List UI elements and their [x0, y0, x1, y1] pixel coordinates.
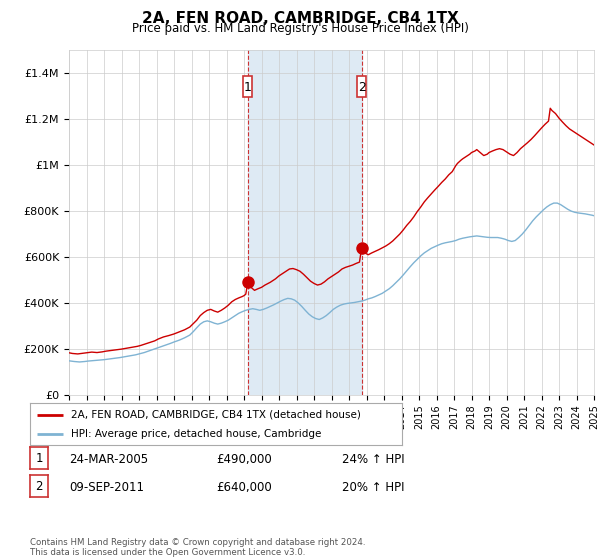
FancyBboxPatch shape — [244, 76, 252, 97]
Text: 24-MAR-2005: 24-MAR-2005 — [69, 452, 148, 466]
Bar — [248, 50, 362, 395]
Text: HPI: Average price, detached house, Cambridge: HPI: Average price, detached house, Camb… — [71, 429, 321, 439]
Text: 2A, FEN ROAD, CAMBRIDGE, CB4 1TX: 2A, FEN ROAD, CAMBRIDGE, CB4 1TX — [142, 11, 458, 26]
Text: 09-SEP-2011: 09-SEP-2011 — [69, 480, 144, 494]
Text: £640,000: £640,000 — [216, 480, 272, 494]
Text: 2A, FEN ROAD, CAMBRIDGE, CB4 1TX (detached house): 2A, FEN ROAD, CAMBRIDGE, CB4 1TX (detach… — [71, 409, 361, 419]
Text: 1: 1 — [244, 81, 252, 94]
Text: 20% ↑ HPI: 20% ↑ HPI — [342, 480, 404, 494]
Text: 2: 2 — [358, 81, 365, 94]
Text: 24% ↑ HPI: 24% ↑ HPI — [342, 452, 404, 466]
Text: 2: 2 — [35, 479, 43, 493]
Text: £490,000: £490,000 — [216, 452, 272, 466]
Text: Price paid vs. HM Land Registry's House Price Index (HPI): Price paid vs. HM Land Registry's House … — [131, 22, 469, 35]
FancyBboxPatch shape — [357, 76, 366, 97]
Text: 1: 1 — [35, 451, 43, 465]
Text: Contains HM Land Registry data © Crown copyright and database right 2024.
This d: Contains HM Land Registry data © Crown c… — [30, 538, 365, 557]
